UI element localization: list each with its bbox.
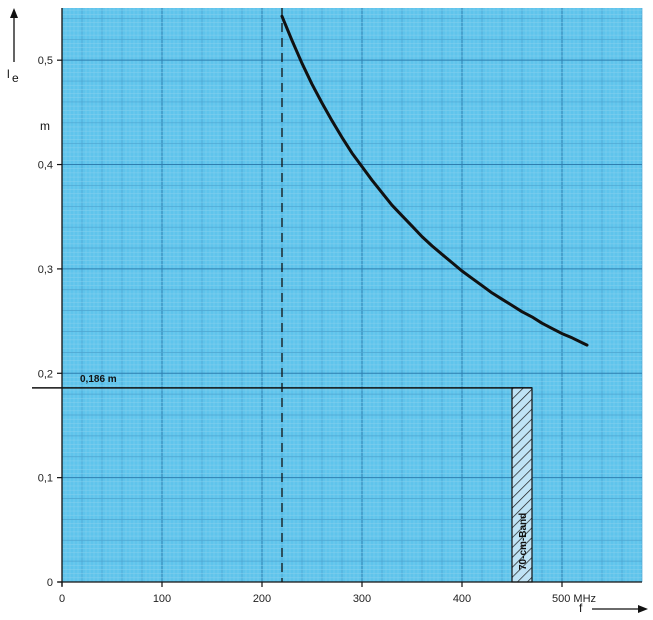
- y-axis-label-subscript: e: [12, 71, 19, 85]
- y-axis-title: l e m: [7, 8, 50, 133]
- series-line-0: [280, 14, 589, 347]
- y-tick-label: 0,5: [38, 55, 53, 67]
- band-region: 70-cm-Band: [511, 387, 533, 583]
- y-axis-label: l: [7, 67, 10, 81]
- band-label: 70-cm-Band: [518, 513, 529, 570]
- x-axis-label: f: [579, 601, 583, 615]
- y-tick-label: 0: [47, 577, 53, 589]
- plot-background: [62, 8, 642, 582]
- reference-lines: 0,186 m: [32, 8, 532, 582]
- y-axis-unit: m: [40, 119, 50, 133]
- y-tick-label: 0,1: [38, 473, 53, 485]
- x-tick-label: 200: [253, 593, 271, 605]
- x-tick-label: 500 MHz: [552, 593, 596, 605]
- y-tick-label: 0,3: [38, 264, 53, 276]
- series-group: [280, 14, 589, 347]
- x-tick-label: 100: [153, 593, 171, 605]
- y-tick-label: 0,4: [38, 160, 53, 172]
- x-axis-arrowhead: [638, 605, 648, 613]
- y-tick-label: 0,2: [38, 368, 53, 380]
- grid: [61, 8, 643, 583]
- x-tick-label: 400: [453, 593, 471, 605]
- axes: [58, 8, 642, 586]
- x-tick-label: 0: [59, 593, 65, 605]
- horizontal-reference-label: 0,186 m: [80, 374, 117, 385]
- x-axis-title: f: [579, 601, 648, 615]
- x-tick-label: 300: [353, 593, 371, 605]
- y-axis-arrowhead: [10, 8, 18, 18]
- tick-labels: 0 100 200 300 400 500 MHz 0 0,1 0,2 0,3 0,4 0,5: [38, 55, 596, 605]
